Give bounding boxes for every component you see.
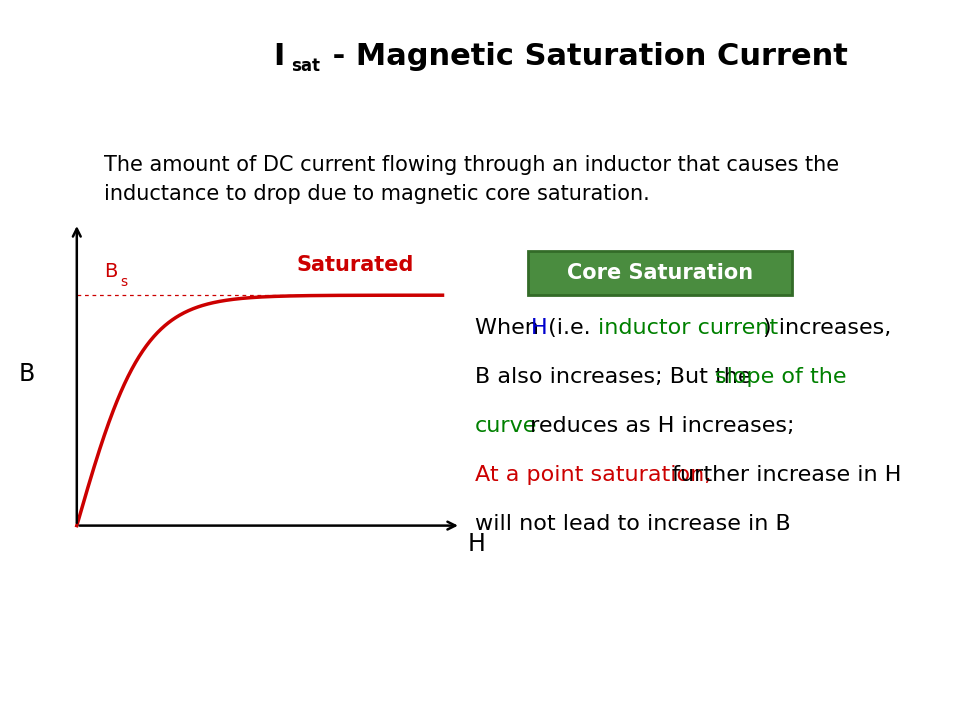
Text: B also increases; But the: B also increases; But the	[475, 367, 758, 387]
Text: ) increases,: ) increases,	[763, 318, 892, 338]
Text: B: B	[105, 262, 118, 281]
Text: curve: curve	[475, 416, 538, 436]
Text: slope of the: slope of the	[715, 367, 847, 387]
Text: H: H	[468, 532, 485, 556]
Text: I: I	[274, 42, 285, 71]
Text: Saturated: Saturated	[297, 255, 414, 275]
Text: The amount of DC current flowing through an inductor that causes the: The amount of DC current flowing through…	[104, 155, 839, 175]
Text: inductor current: inductor current	[598, 318, 779, 338]
Text: - Magnetic Saturation Current: - Magnetic Saturation Current	[322, 42, 848, 71]
Text: will not lead to increase in B: will not lead to increase in B	[475, 514, 791, 534]
Text: reduces as H increases;: reduces as H increases;	[523, 416, 795, 436]
Text: (i.e.: (i.e.	[541, 318, 598, 338]
Text: Core Saturation: Core Saturation	[567, 263, 753, 283]
Text: s: s	[120, 276, 127, 289]
Text: further increase in H: further increase in H	[665, 465, 901, 485]
Text: When: When	[475, 318, 546, 338]
Text: inductance to drop due to magnetic core saturation.: inductance to drop due to magnetic core …	[104, 184, 649, 204]
Text: H: H	[531, 318, 547, 338]
Text: B: B	[19, 362, 35, 387]
Text: At a point saturation,: At a point saturation,	[475, 465, 711, 485]
Text: sat: sat	[291, 58, 320, 75]
